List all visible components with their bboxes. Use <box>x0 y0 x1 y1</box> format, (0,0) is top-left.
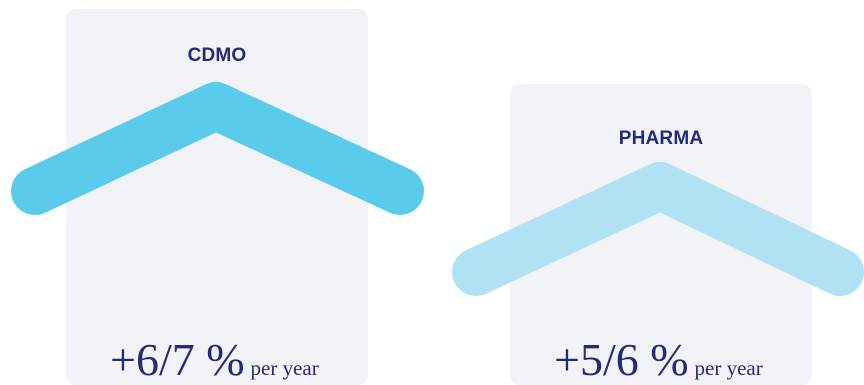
cdmo-label: CDMO <box>187 45 247 66</box>
chevron-up-icon <box>452 162 864 296</box>
cdmo-card: CDMO +6/7 % per year <box>66 9 368 385</box>
chevron-up-icon <box>11 82 424 215</box>
pharma-label: PHARMA <box>618 128 704 149</box>
pharma-rate-unit: per year <box>694 356 763 380</box>
cdmo-rate-value: +6/7 % <box>110 334 245 385</box>
cdmo-growth-rate: +6/7 % per year <box>110 337 319 383</box>
cdmo-rate-unit: per year <box>250 356 319 380</box>
pharma-growth-rate: +5/6 % per year <box>554 337 763 383</box>
pharma-rate-value: +5/6 % <box>554 334 689 385</box>
